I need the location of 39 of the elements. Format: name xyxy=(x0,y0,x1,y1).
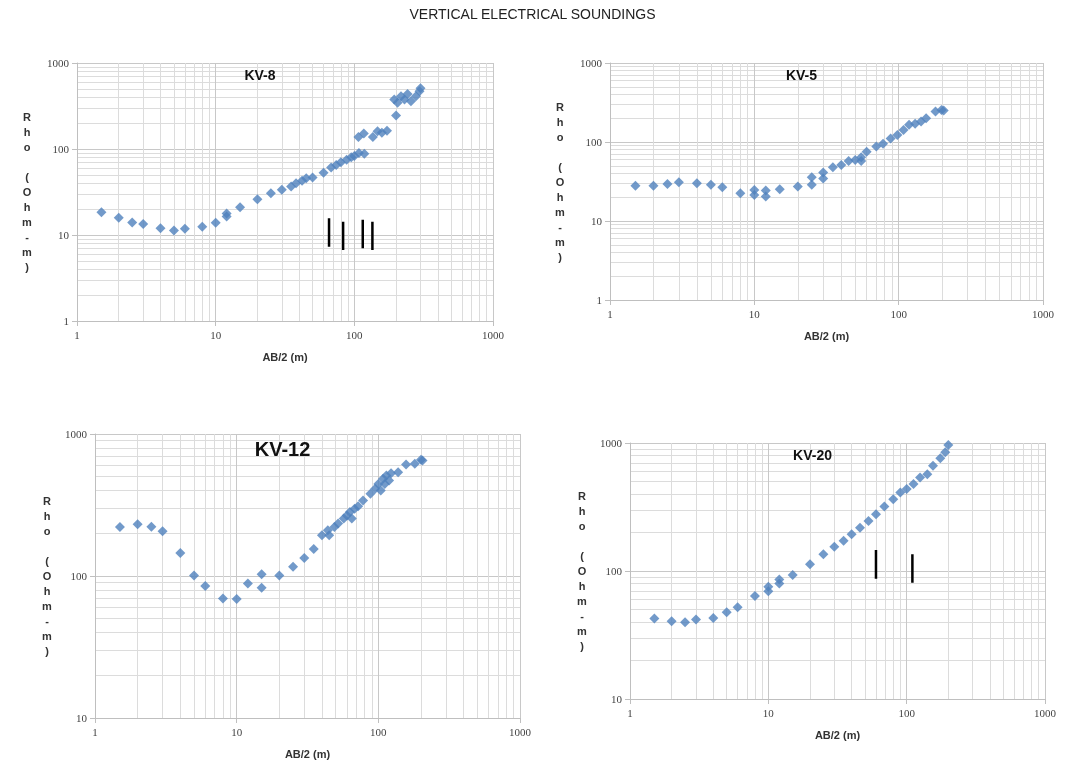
text: VERTICAL ELECTRICAL SOUNDINGS xyxy=(408,6,657,22)
y-tick-label: 1000 xyxy=(47,57,70,69)
y-tick-label: 10 xyxy=(591,215,603,227)
x-axis-title: AB/2 (m) xyxy=(284,747,331,760)
x-tick-label: 1000 xyxy=(1032,307,1055,320)
x-tick-label: 1000 xyxy=(482,328,505,341)
y-tick-label: 1000 xyxy=(65,428,88,440)
chart-title: KV-5 xyxy=(785,67,818,83)
x-tick-label: 1000 xyxy=(1034,706,1057,719)
chart-title: KV-8 xyxy=(244,67,276,83)
x-tick-label: 100 xyxy=(346,328,364,341)
x-axis-title: AB/2 (m) xyxy=(262,350,308,363)
y-tick-label: 1000 xyxy=(580,57,603,69)
x-axis-title: AB/2 (m) xyxy=(803,329,850,342)
text: Rho (Ohm-m) xyxy=(555,100,565,263)
x-tick-label: 100 xyxy=(890,307,908,320)
x-tick-label: 100 xyxy=(898,706,916,719)
y-tick-label: 10 xyxy=(611,693,623,705)
x-tick-label: 10 xyxy=(762,706,775,719)
x-tick-label: 10 xyxy=(748,307,761,320)
y-tick-label: 1000 xyxy=(600,437,623,449)
y-tick-label: 100 xyxy=(70,570,88,582)
text: Rho (Ohm-m) xyxy=(577,490,587,652)
y-tick-label: 100 xyxy=(605,565,623,577)
text: Rho (Ohm-m) xyxy=(42,495,52,657)
x-tick-label: 1 xyxy=(92,725,98,738)
y-tick-label: 100 xyxy=(585,136,603,148)
y-tick-label: 100 xyxy=(52,143,70,155)
x-tick-label: 10 xyxy=(231,725,243,738)
x-tick-label: 100 xyxy=(370,725,388,738)
y-tick-label: 10 xyxy=(58,229,70,241)
x-tick-label: 1000 xyxy=(509,725,532,738)
x-tick-label: 1 xyxy=(627,706,633,719)
chart-title: KV-12 xyxy=(254,438,311,460)
x-tick-label: 10 xyxy=(210,328,222,341)
chart-title: KV-20 xyxy=(793,447,833,463)
y-tick-label: 1 xyxy=(596,294,602,306)
x-axis-title: AB/2 (m) xyxy=(814,728,861,741)
text: Rho (Ohm-m) xyxy=(22,111,32,273)
